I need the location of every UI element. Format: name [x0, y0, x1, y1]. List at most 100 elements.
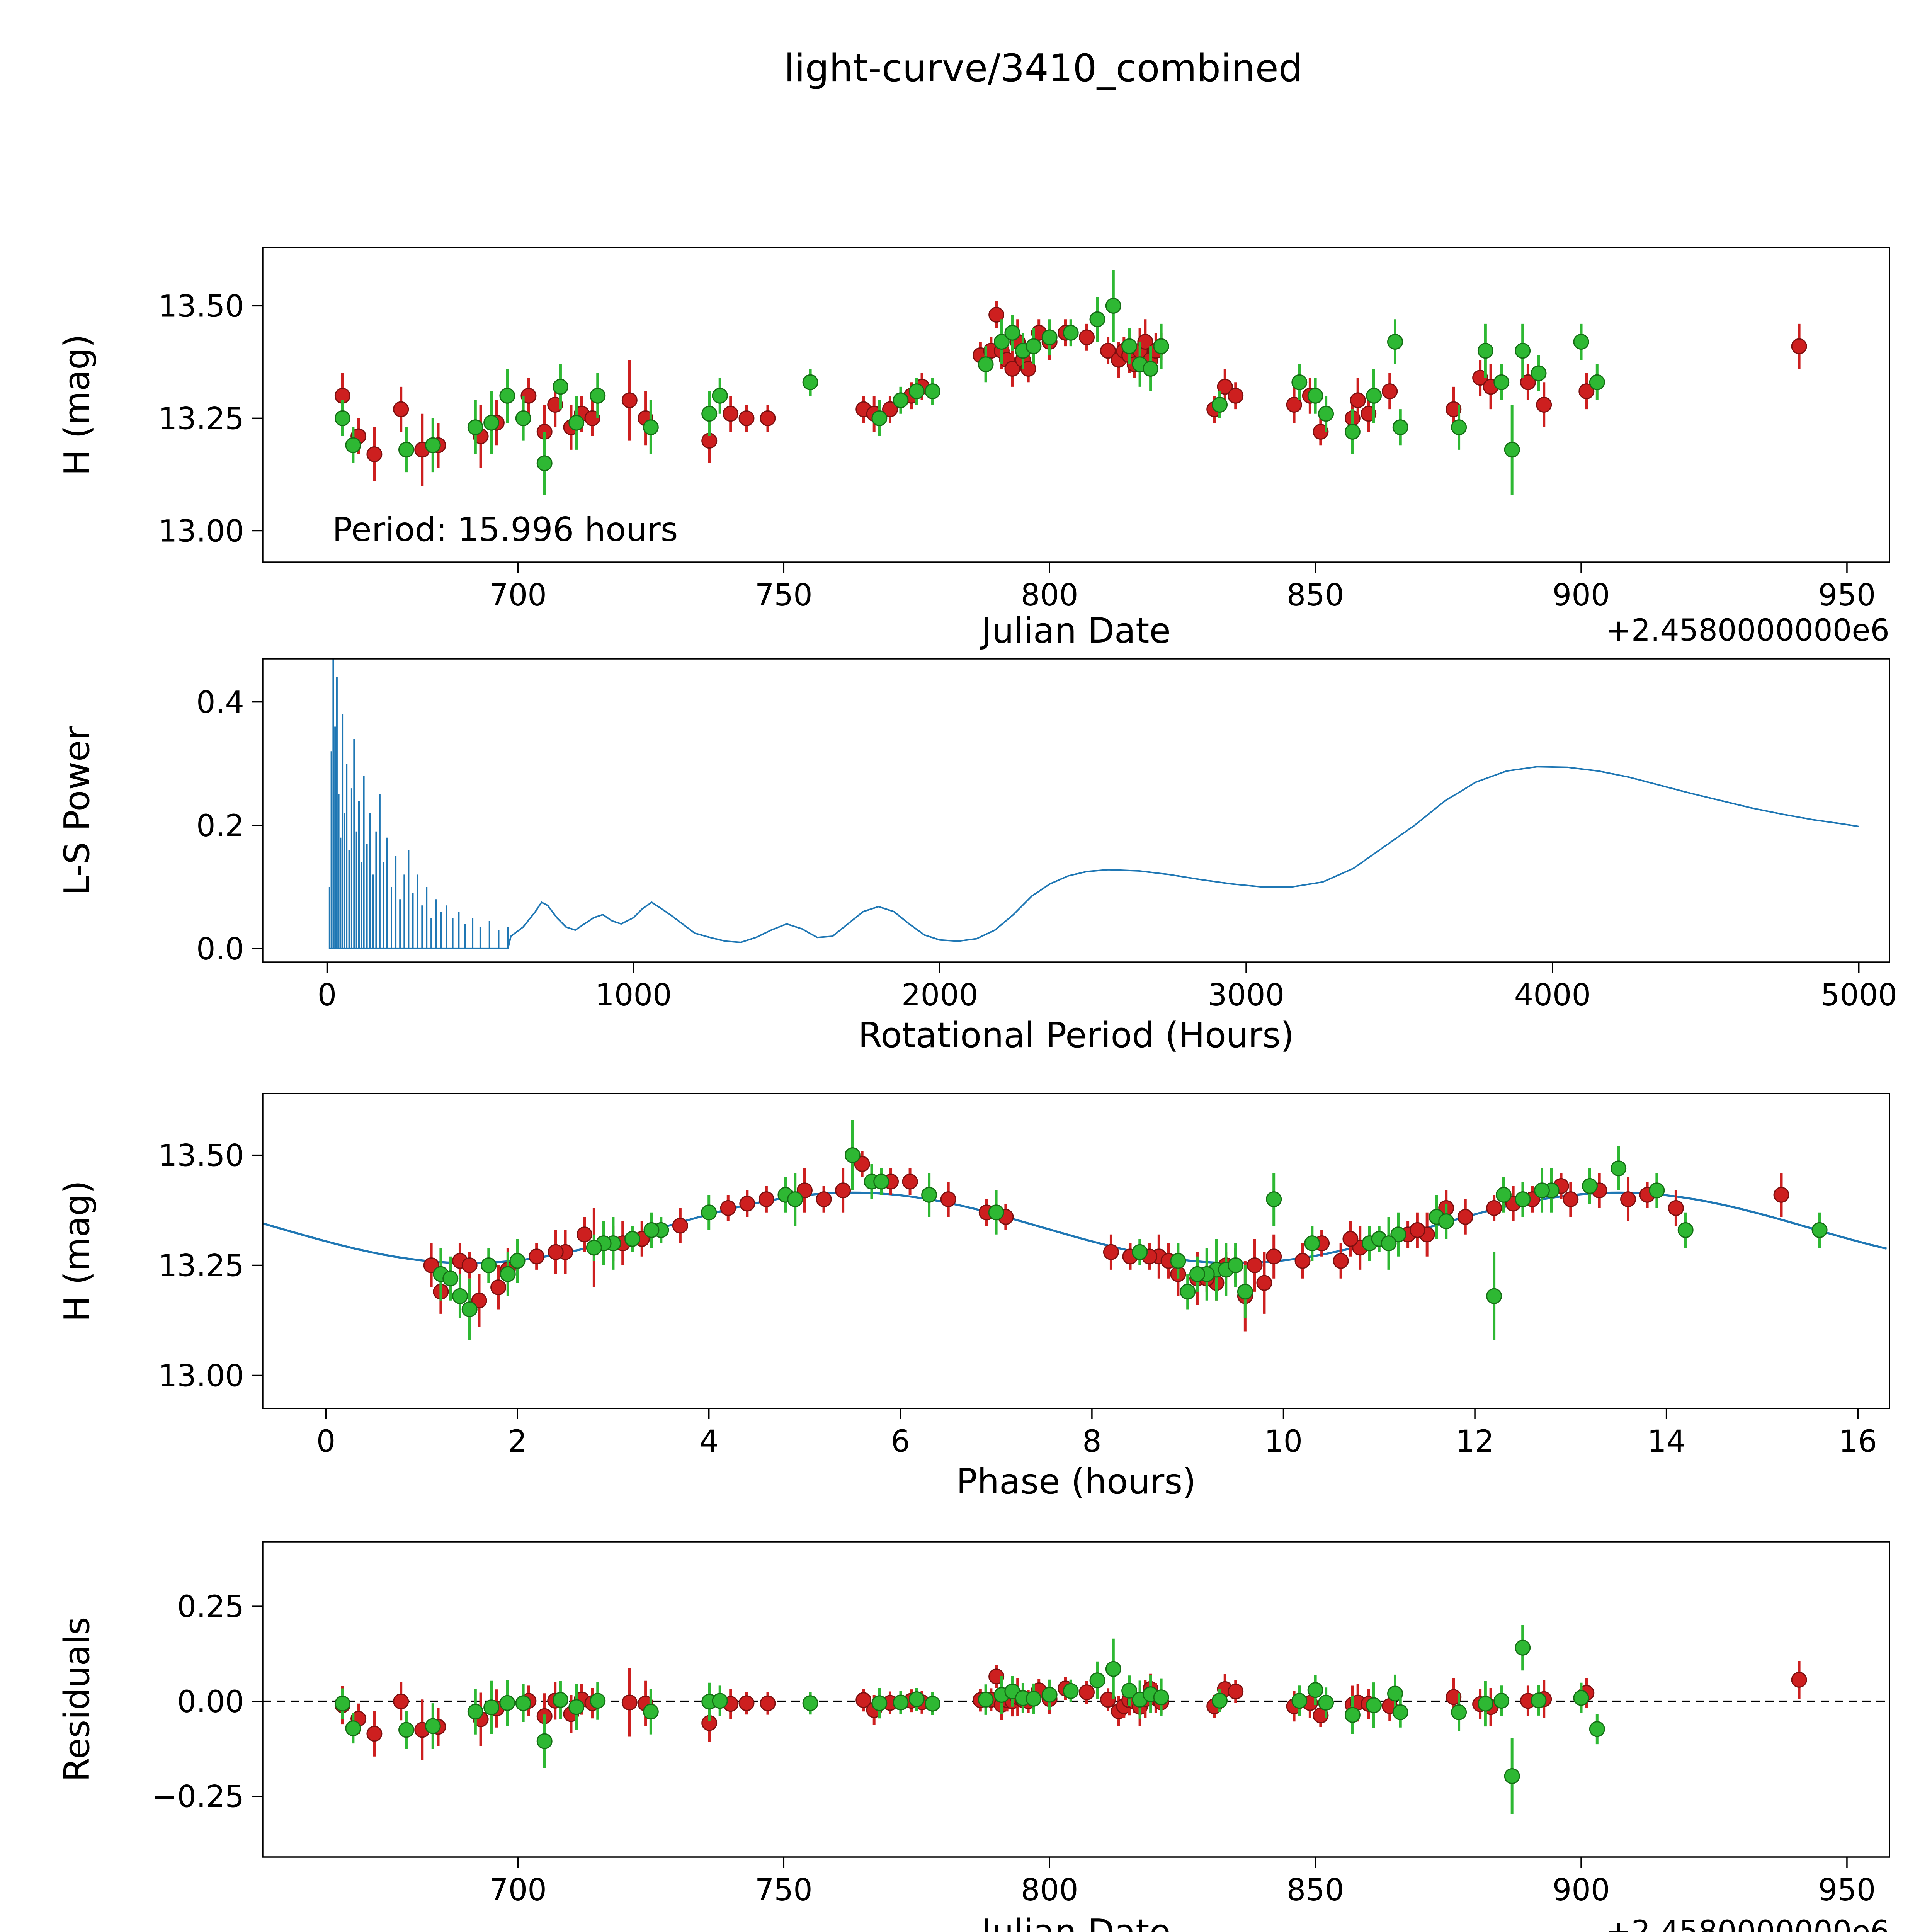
data-point-green — [1531, 1692, 1547, 1709]
axes-spines — [262, 247, 1890, 563]
data-point-red — [1350, 392, 1366, 408]
data-point-green — [624, 1231, 640, 1247]
data-point-green — [483, 1699, 500, 1716]
x-tick-label: 800 — [1021, 1873, 1078, 1908]
data-point-green — [993, 334, 1010, 350]
data-point-red — [1520, 374, 1536, 390]
data-point-green — [712, 1693, 728, 1709]
data-point-green — [1318, 1695, 1334, 1711]
data-point-green — [893, 1694, 909, 1711]
period-annotation: Period: 15.996 hours — [332, 510, 678, 549]
data-point-green — [467, 1704, 483, 1720]
data-point-green — [590, 1693, 606, 1709]
p1-ylabel: H (mag) — [57, 334, 97, 476]
data-point-green — [1649, 1182, 1665, 1199]
data-point-green — [1366, 388, 1382, 404]
data-point-green — [553, 379, 568, 395]
x-tick-label: 0 — [318, 978, 337, 1013]
data-point-green — [1515, 1639, 1531, 1656]
y-tick-label: 0.4 — [196, 685, 244, 720]
data-point-green — [568, 1699, 585, 1715]
data-point-green — [1344, 1707, 1361, 1723]
data-point-green — [425, 1718, 441, 1734]
data-point-green — [483, 415, 500, 431]
data-point-green — [536, 455, 553, 471]
data-point-red — [621, 392, 638, 408]
data-point-green — [515, 1695, 531, 1711]
data-point-green — [1212, 1692, 1228, 1709]
data-point-red — [577, 1226, 593, 1243]
x-tick-label: 12 — [1456, 1424, 1494, 1459]
p3-xlabel: Phase (hours) — [956, 1461, 1196, 1502]
data-point-green — [1515, 343, 1531, 359]
data-point-green — [787, 1191, 803, 1208]
x-tick-label: 10 — [1264, 1424, 1303, 1459]
data-point-green — [1589, 374, 1605, 390]
data-point-red — [1103, 1244, 1119, 1260]
x-tick-label: 850 — [1287, 578, 1344, 613]
data-point-green — [643, 1704, 659, 1720]
data-point-red — [739, 1196, 755, 1212]
x-tick-label: 900 — [1553, 578, 1610, 613]
data-point-green — [1451, 419, 1467, 435]
data-point-green — [701, 406, 718, 422]
data-point-red — [940, 1191, 956, 1208]
panel-periodogram-axes: 0 1000 2000 3000 4000 5000 0.0 0.2 0.4 — [196, 658, 1897, 1013]
data-point-red — [1536, 397, 1552, 413]
data-point-red — [760, 410, 776, 426]
data-point-green — [1504, 442, 1520, 458]
data-point-red — [1409, 1222, 1425, 1238]
data-point-red — [988, 1668, 1005, 1685]
data-point-red — [1256, 1275, 1272, 1291]
periodogram-curve — [328, 659, 1859, 949]
x-tick-label: 850 — [1287, 1873, 1344, 1908]
x-tick-label: 4 — [699, 1424, 719, 1459]
x-tick-label: 6 — [891, 1424, 910, 1459]
data-point-red — [758, 1191, 774, 1208]
x-tick-label: 700 — [489, 1873, 547, 1908]
data-point-green — [345, 437, 361, 453]
data-point-red — [720, 1200, 736, 1216]
y-tick-label: 13.00 — [158, 514, 244, 549]
data-point-green — [908, 383, 925, 400]
data-point-red — [461, 1257, 478, 1273]
data-point-green — [1534, 1182, 1550, 1199]
p1-xlabel: Julian Date — [980, 611, 1171, 651]
data-point-green — [1344, 423, 1361, 440]
data-point-green — [334, 1696, 350, 1712]
p2-xlabel: Rotational Period (Hours) — [858, 1015, 1294, 1056]
x-tick-label: 750 — [755, 578, 813, 613]
axes-spines — [262, 658, 1890, 963]
data-point-red — [393, 1693, 409, 1709]
data-point-red — [1228, 1684, 1244, 1700]
data-point-green — [568, 415, 585, 431]
data-point-green — [1811, 1222, 1828, 1238]
data-point-red — [1100, 1692, 1116, 1708]
x-tick-label: 14 — [1647, 1424, 1685, 1459]
data-point-red — [1472, 370, 1488, 386]
x-tick-label: 5000 — [1820, 978, 1897, 1013]
data-point-green — [871, 1695, 888, 1711]
data-point-green — [712, 388, 728, 404]
y-tick-label: 13.50 — [158, 289, 244, 324]
data-point-green — [908, 1691, 925, 1707]
data-point-green — [1180, 1284, 1196, 1300]
data-point-red — [1228, 388, 1244, 404]
data-point-green — [1677, 1222, 1694, 1238]
x-tick-label: 950 — [1818, 578, 1876, 613]
data-point-green — [1477, 1696, 1493, 1712]
data-point-red — [1004, 361, 1020, 377]
axes-spines — [262, 1541, 1890, 1858]
y-tick-label: 0.00 — [177, 1685, 244, 1719]
data-point-green — [1477, 343, 1493, 359]
data-point-red — [1333, 1253, 1349, 1269]
data-point-green — [345, 1720, 361, 1736]
data-point-green — [1438, 1213, 1454, 1230]
data-point-red — [760, 1695, 776, 1711]
data-point-green — [925, 1696, 940, 1712]
data-point-green — [1105, 298, 1121, 314]
data-point-red — [1137, 334, 1153, 350]
data-point-red — [723, 406, 739, 422]
data-point-green — [1291, 1693, 1308, 1709]
